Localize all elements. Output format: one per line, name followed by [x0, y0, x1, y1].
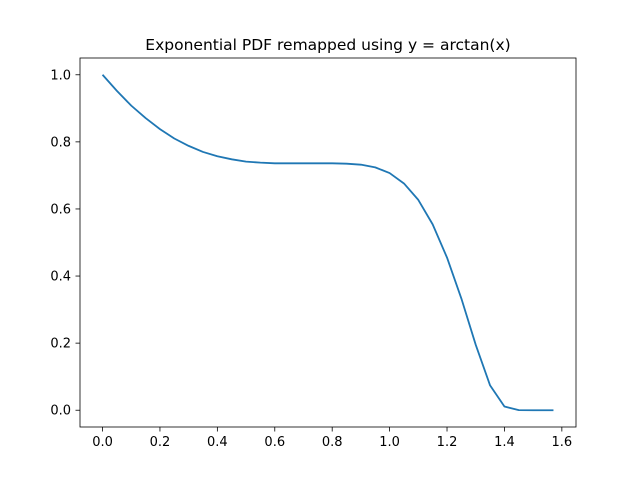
x-tick-label: 0.6	[264, 435, 285, 450]
plot-frame	[79, 57, 577, 428]
x-tick-label: 0.0	[92, 435, 113, 450]
y-tick-label: 0.4	[50, 270, 71, 285]
series-line-0	[101, 74, 554, 412]
chart-title: Exponential PDF remapped using y = arcta…	[145, 36, 510, 54]
y-tick-label: 0.2	[50, 337, 71, 352]
x-tick-label: 1.0	[379, 435, 400, 450]
x-tick-label: 0.8	[322, 435, 343, 450]
plot-area	[101, 74, 554, 412]
x-tick-label: 0.2	[150, 435, 171, 450]
y-tick-label: 0.0	[50, 404, 71, 419]
x-tick-label: 1.4	[494, 435, 515, 450]
y-tick-label: 1.0	[50, 68, 71, 83]
x-tick-label: 0.4	[207, 435, 228, 450]
x-tick-label: 1.2	[437, 435, 458, 450]
y-tick-label: 0.8	[50, 135, 71, 150]
x-tick-label: 1.6	[552, 435, 573, 450]
y-axis: 0.0 0.2 0.4 0.6 0.8 1.0	[50, 68, 80, 419]
x-axis: 0.0 0.2 0.4 0.6 0.8 1.0 1.2 1.4 1.6	[92, 427, 572, 450]
y-tick-label: 0.6	[50, 202, 71, 217]
